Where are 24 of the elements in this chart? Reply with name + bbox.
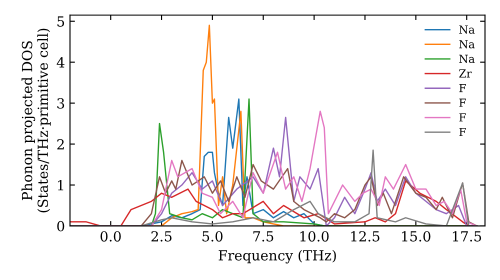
legend-label: Zr — [459, 69, 472, 78]
x-tick-label: 15.0 — [402, 231, 430, 242]
legend-label: F — [459, 98, 466, 107]
x-tick-label: 2.5 — [151, 231, 172, 242]
y-tick-label: 3 — [57, 98, 64, 109]
legend-label: F — [459, 128, 466, 136]
x-tick-label: 17.5 — [452, 231, 482, 242]
x-tick-label: 5.0 — [202, 231, 223, 242]
legend-label: Na — [459, 54, 475, 64]
legend-label: F — [459, 113, 466, 122]
y-axis-title: Phonon projected DOS (States/THz·primitive cell) — [22, 28, 51, 212]
x-tick-label: 10.0 — [300, 231, 329, 242]
y-tick-label: 1 — [58, 180, 64, 190]
y-tick-label: 5 — [57, 16, 64, 27]
legend-label: Na — [459, 40, 475, 48]
legend-label: F — [459, 84, 466, 92]
x-tick-label: 0.0 — [100, 231, 121, 242]
x-tick-label: 7.5 — [253, 231, 274, 242]
x-tick-label: 12.5 — [351, 231, 380, 242]
y-tick-label: 2 — [57, 139, 64, 150]
x-axis-title: Frequency (THz) — [218, 250, 336, 264]
y-tick-label: 0 — [57, 220, 64, 232]
y-tick-label: 4 — [56, 57, 64, 68]
legend-label: Na — [459, 25, 475, 34]
